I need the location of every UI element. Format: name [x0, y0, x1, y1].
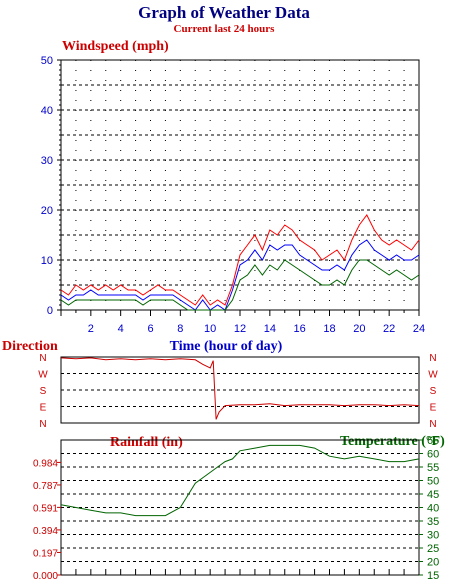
windspeed-plot-area: [60, 59, 420, 311]
windspeed-x-tick-label: 14: [264, 323, 276, 335]
direction-y-tick-left: E: [40, 403, 47, 414]
rainfall-ylabel: Rainfall (in): [110, 435, 183, 450]
windspeed-series: [60, 214, 420, 311]
windspeed-x-tick-label: 6: [147, 323, 153, 335]
temperature-y-tick-label: 20: [427, 557, 439, 569]
windspeed-gust-line: [60, 214, 420, 306]
direction-series: [60, 357, 420, 420]
temperature-y-tick-label: 45: [427, 489, 439, 501]
direction-y-tick-left: W: [38, 370, 48, 381]
temperature-y-tick-label: 65: [427, 435, 439, 447]
temperature-y-tick-label: 55: [427, 462, 439, 474]
rain-temp-panel: Rainfall (in) Temperature (°F) 0.0000.19…: [33, 434, 445, 582]
windspeed-x-tick-label: 10: [204, 323, 216, 335]
rain-temp-x-ticks: [60, 569, 420, 575]
rainfall-y-tick-label: 0.591: [33, 503, 58, 514]
rainfall-y-tick-label: 0.000: [33, 571, 58, 582]
windspeed-x-tick-label: 8: [177, 323, 183, 335]
rainfall-y-tick-label: 0.197: [33, 548, 58, 559]
windspeed-x-tick-label: 2: [88, 323, 94, 335]
temperature-line: [60, 444, 420, 517]
temperature-y-tick-label: 60: [427, 449, 439, 461]
chart-subtitle: Current last 24 hours: [174, 23, 276, 35]
temperature-y-tick-label: 35: [427, 516, 439, 528]
direction-y-tick-right: N: [429, 419, 436, 430]
direction-y-tick-left: S: [40, 386, 47, 397]
rainfall-y-tick-label: 0.984: [33, 458, 58, 469]
direction-y-ticks: N NE ES SW WN N: [38, 353, 438, 430]
rainfall-y-tick-label: 0.394: [33, 526, 58, 537]
temperature-y-tick-label: 30: [427, 530, 439, 542]
direction-panel: Direction N NE ES SW WN N: [2, 339, 438, 430]
direction-grid: [61, 373, 419, 407]
windspeed-average-line: [60, 239, 420, 311]
windspeed-x-tick-label: 24: [413, 323, 425, 335]
rain-temp-grid: [61, 453, 419, 562]
direction-y-tick-right: N: [429, 353, 436, 364]
direction-y-tick-left: N: [39, 419, 46, 430]
rainfall-y-tick-label: 0.787: [33, 481, 58, 492]
temperature-y-tick-label: 40: [427, 503, 439, 515]
windspeed-xlabel: Time (hour of day): [170, 339, 283, 354]
windspeed-grid: [61, 60, 419, 310]
chart-title: Graph of Weather Data: [138, 3, 310, 22]
direction-y-tick-right: W: [428, 370, 438, 381]
windspeed-y-tick-label: 0: [47, 305, 53, 317]
direction-plot-area: [60, 356, 420, 424]
windspeed-y-tick-label: 50: [41, 55, 53, 67]
windspeed-y-tick-label: 30: [41, 155, 53, 167]
rainfall-y-ticks: 0.000 0.197 0.394 0.591 0.787 0.984: [33, 458, 61, 582]
direction-ylabel: Direction: [2, 339, 58, 354]
temperature-y-tick-label: 25: [427, 543, 439, 555]
direction-y-tick-left: N: [39, 353, 46, 364]
windspeed-y-ticks: 0 10 20 30 40 50: [41, 55, 61, 317]
windspeed-y-tick-label: 10: [41, 255, 53, 267]
windspeed-x-tick-label: 12: [234, 323, 246, 335]
windspeed-x-tick-label: 22: [383, 323, 395, 335]
windspeed-ylabel: Windspeed (mph): [62, 39, 169, 54]
windspeed-x-tick-label: 20: [353, 323, 365, 335]
temperature-y-tick-label: 15: [427, 570, 439, 582]
windspeed-x-tick-label: 16: [294, 323, 306, 335]
rain-temp-series: [60, 444, 420, 517]
windspeed-y-tick-label: 20: [41, 205, 53, 217]
windspeed-x-ticks: 2 4 6 8 10 12 14 16 18 20 22 24: [60, 310, 425, 335]
temperature-y-tick-label: 50: [427, 476, 439, 488]
direction-y-tick-right: E: [430, 403, 437, 414]
rain-temp-plot-area: [60, 439, 420, 576]
windspeed-minimum-line: [60, 259, 420, 311]
windspeed-y-tick-label: 40: [41, 105, 53, 117]
direction-line: [60, 357, 420, 420]
windspeed-x-tick-label: 18: [323, 323, 335, 335]
direction-y-tick-right: S: [430, 386, 437, 397]
windspeed-x-tick-label: 4: [118, 323, 124, 335]
